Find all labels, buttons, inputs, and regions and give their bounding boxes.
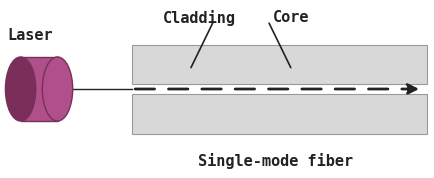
Bar: [21, 57, 57, 121]
Ellipse shape: [42, 57, 73, 121]
Bar: [132, 94, 427, 134]
Text: Single-mode fiber: Single-mode fiber: [198, 153, 353, 169]
Ellipse shape: [6, 57, 36, 121]
Text: Laser: Laser: [7, 28, 53, 43]
Bar: [132, 44, 427, 84]
Text: Cladding: Cladding: [163, 10, 236, 26]
Text: Core: Core: [273, 10, 309, 25]
